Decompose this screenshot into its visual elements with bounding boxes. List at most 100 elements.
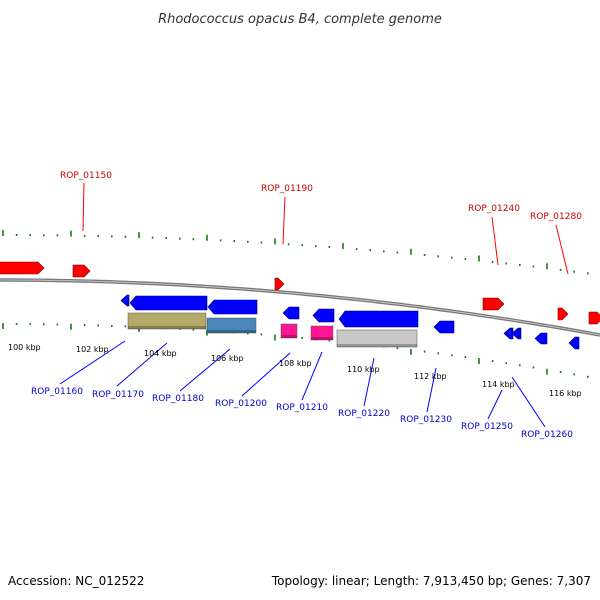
feature-box-shade — [207, 330, 256, 333]
scale-tick — [151, 236, 154, 239]
scale-tick — [247, 240, 249, 243]
scale-tick — [423, 254, 426, 257]
gene-callouts — [59, 182, 569, 428]
callout-line-reverse — [241, 352, 291, 397]
scale-tick — [451, 354, 453, 357]
gene-arrow-forward — [274, 277, 285, 291]
callout-line-reverse — [59, 340, 126, 385]
scale-label: 106 kbp — [211, 354, 244, 363]
gene-arrow-reverse — [120, 294, 130, 307]
reverse-gene-labels: ROP_01160 ROP_01170 ROP_01180 ROP_01200 … — [31, 387, 573, 440]
position-ticks — [2, 230, 589, 378]
gene-arrow-reverse — [433, 320, 455, 334]
scale-label: 114 kbp — [482, 380, 515, 389]
scale-tick — [328, 246, 331, 249]
scale-tick — [165, 237, 167, 240]
scale-tick — [587, 375, 589, 378]
scale-tick — [301, 336, 303, 339]
scale-tick — [355, 248, 358, 251]
callout-line-forward — [555, 224, 569, 275]
callout-line-forward — [491, 216, 499, 266]
scale-tick — [83, 234, 86, 237]
scale-tick — [396, 347, 399, 350]
gene-label-rop-01210: ROP_01210 — [276, 403, 328, 413]
scale-tick — [43, 323, 45, 326]
gene-arrow-reverse — [207, 299, 258, 315]
gene-label-rop-01190: ROP_01190 — [261, 184, 313, 194]
scale-tick — [233, 240, 235, 243]
scale-tick — [587, 272, 589, 275]
scale-tick — [111, 235, 113, 238]
gene-arrow-reverse — [282, 306, 300, 320]
scale-tick — [29, 234, 31, 237]
genome-backbone — [0, 278, 600, 337]
feature-box — [310, 325, 334, 341]
scale-tick — [70, 230, 72, 237]
scale-tick — [369, 249, 371, 252]
scale-tick — [124, 325, 127, 328]
scale-tick — [219, 239, 222, 242]
forward-gene-labels: ROP_01150 ROP_01190 ROP_01240 ROP_01280 — [60, 171, 582, 222]
scale-tick — [192, 238, 195, 241]
backbone-outer — [0, 278, 600, 337]
accession-text: Accession: NC_012522 — [8, 574, 144, 588]
gene-arrow-reverse — [568, 336, 580, 350]
scale-label: 102 kbp — [76, 345, 109, 354]
gene-arrow-forward — [557, 307, 569, 321]
gene-arrow-reverse — [511, 327, 522, 340]
scale-tick — [410, 248, 412, 255]
scale-label: 104 kbp — [144, 349, 177, 358]
scale-tick — [464, 356, 467, 359]
callout-line-forward — [82, 182, 85, 232]
gene-label-rop-01170: ROP_01170 — [92, 390, 144, 400]
scale-label: 112 kbp — [414, 372, 447, 381]
genome-summary-text: Topology: linear; Length: 7,913,450 bp; … — [271, 574, 591, 588]
scale-tick — [138, 232, 140, 239]
scale-tick — [97, 235, 99, 238]
scale-tick — [274, 238, 276, 245]
scale-tick — [301, 244, 303, 247]
scale-tick — [274, 334, 276, 341]
gene-arrow-reverse — [312, 308, 335, 323]
scale-tick — [437, 352, 439, 355]
callout-line-reverse — [363, 357, 375, 407]
callout-line-reverse — [511, 376, 546, 428]
scale-tick — [179, 237, 181, 240]
callout-line-reverse — [426, 367, 437, 413]
gene-arrow-forward — [72, 264, 91, 278]
scale-tick — [124, 235, 127, 238]
scale-tick — [396, 251, 399, 254]
scale-tick — [559, 371, 562, 374]
gene-features — [0, 261, 600, 350]
scale-tick — [505, 262, 507, 265]
scale-tick — [423, 350, 426, 353]
scale-tick — [519, 364, 521, 367]
scale-tick — [15, 323, 18, 326]
scale-label: 108 kbp — [279, 359, 312, 368]
scale-tick — [573, 373, 575, 376]
gene-label-rop-01220: ROP_01220 — [338, 409, 390, 419]
scale-tick — [97, 324, 99, 327]
callout-line-reverse — [179, 348, 231, 392]
gene-arrow-reverse — [534, 332, 548, 345]
genome-title: Rhodococcus opacus B4, complete genome — [158, 12, 442, 27]
scale-label: 116 kbp — [549, 389, 582, 398]
scale-tick — [491, 260, 494, 263]
scale-tick — [43, 234, 45, 237]
scale-tick — [260, 241, 263, 244]
gene-label-rop-01160: ROP_01160 — [31, 387, 83, 397]
scale-tick — [83, 324, 86, 327]
scale-tick — [111, 324, 113, 327]
scale-tick — [451, 256, 453, 259]
scale-tick — [247, 332, 249, 335]
scale-tick — [342, 243, 344, 250]
gene-arrow-forward — [588, 311, 600, 325]
gene-label-rop-01250: ROP_01250 — [461, 422, 513, 432]
scale-tick — [2, 323, 4, 330]
gene-label-rop-01180: ROP_01180 — [152, 394, 204, 404]
feature-box — [336, 329, 418, 348]
gene-label-rop-01200: ROP_01200 — [215, 399, 267, 409]
scale-tick — [437, 255, 439, 258]
gene-label-rop-01230: ROP_01230 — [400, 415, 452, 425]
